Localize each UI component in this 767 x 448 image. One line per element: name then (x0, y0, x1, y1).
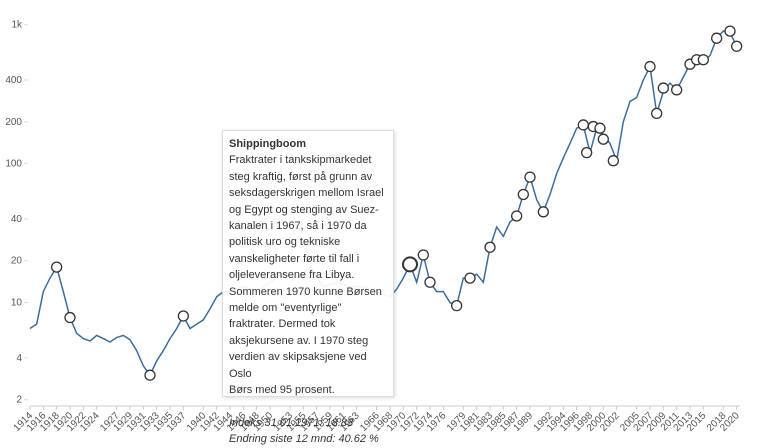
tooltip-line: verdien av skipsaksjene ved Oslo (229, 351, 367, 380)
event-marker[interactable] (424, 276, 436, 288)
event-marker[interactable] (177, 310, 189, 322)
event-marker[interactable] (417, 249, 429, 261)
event-marker[interactable] (724, 25, 736, 37)
y-tick-label: 40 (11, 214, 23, 225)
tooltip-line: vanskeligheter førte til fall i (229, 252, 360, 265)
tooltip-line: Børs med 95 prosent. (229, 384, 335, 397)
event-marker[interactable] (607, 155, 619, 167)
y-tick-label: 200 (5, 117, 22, 128)
tooltip: Shippingboom Fraktrater i tankskipmarked… (222, 130, 394, 445)
tooltip-title: Shippingboom (229, 138, 306, 150)
tooltip-line: aksjekursene av. I 1970 steg (229, 334, 369, 347)
tooltip-line: Fraktrater i tankskipmarkedet (229, 154, 372, 167)
tooltip-line: steg kraftig, først på grunn av (229, 170, 373, 183)
tooltip-change: Endring siste 12 mnd: 40.62 % (229, 433, 379, 446)
tooltip-line: politisk uro og tekniske (229, 236, 341, 249)
y-tick-label: 2 (16, 395, 22, 406)
tooltip-line: oljeleveransene fra Libya. (229, 269, 355, 282)
event-marker[interactable] (524, 171, 536, 183)
y-tick-label: 100 (5, 159, 22, 170)
tooltip-line: fraktrater. Dermed tok (229, 318, 336, 331)
event-marker[interactable] (537, 206, 549, 218)
event-marker[interactable] (51, 261, 63, 273)
tooltip-index: Indeks 31.01.1971: 18.83 (229, 416, 354, 429)
event-marker[interactable] (651, 107, 663, 120)
event-marker[interactable] (594, 122, 606, 134)
event-marker[interactable] (402, 256, 418, 273)
event-marker[interactable] (581, 147, 593, 159)
event-marker[interactable] (144, 369, 156, 381)
tooltip-body: Fraktrater i tankskipmarkedet steg krafti… (229, 152, 387, 398)
y-tick-label: 20 (11, 256, 23, 267)
event-marker[interactable] (517, 188, 529, 201)
event-marker[interactable] (657, 82, 669, 94)
event-marker[interactable] (711, 32, 723, 44)
event-marker[interactable] (64, 311, 76, 324)
tooltip-line: kanalen i 1967, så i 1970 da (229, 220, 367, 233)
event-marker[interactable] (451, 299, 463, 312)
event-marker[interactable] (464, 272, 476, 284)
tooltip-line: Sommeren 1970 kunne Børsen (229, 285, 382, 298)
event-marker[interactable] (671, 84, 683, 96)
event-marker[interactable] (697, 54, 709, 66)
event-marker[interactable] (731, 40, 743, 52)
y-tick-label: 400 (5, 75, 22, 86)
tooltip-line: melde om "eventyrlige" (229, 302, 342, 315)
event-marker[interactable] (597, 133, 609, 145)
page: {"chart_data": {"type": "line", "log_y":… (5, 19, 743, 446)
chart: 241020401002004001k191419161918192019221… (5, 20, 743, 434)
event-marker[interactable] (644, 60, 656, 73)
event-marker[interactable] (511, 210, 523, 222)
y-tick-label: 10 (11, 298, 23, 309)
y-tick-label: 1k (11, 20, 23, 31)
tooltip-line: seksdagerskrigen mellom Israel (229, 187, 384, 200)
event-marker[interactable] (577, 119, 589, 131)
y-tick-label: 4 (16, 353, 22, 364)
tooltip-line: og Egypt og stenging av Suez- (229, 203, 379, 216)
event-marker[interactable] (484, 241, 496, 253)
